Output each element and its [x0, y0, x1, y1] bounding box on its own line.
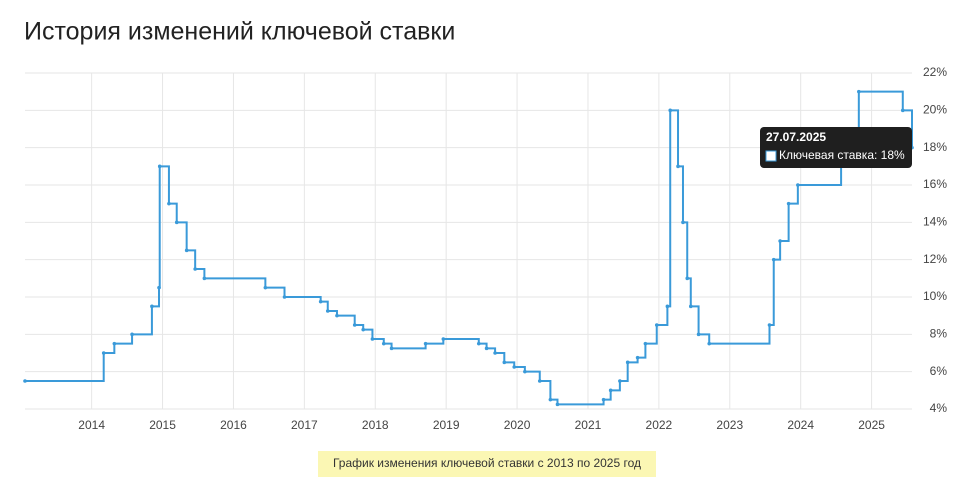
point — [643, 341, 648, 346]
point — [476, 341, 481, 346]
y-tick-label: 20% — [923, 103, 947, 117]
point — [685, 276, 690, 281]
y-tick-label: 6% — [930, 364, 948, 378]
point — [352, 323, 357, 327]
point — [618, 379, 622, 383]
tooltip-box — [760, 127, 912, 168]
tooltip-date: 27.07.2025 — [766, 130, 826, 144]
point — [512, 365, 517, 369]
point — [681, 220, 685, 225]
point — [696, 332, 701, 337]
point — [555, 402, 560, 407]
x-tick-label: 2017 — [291, 418, 318, 432]
point — [778, 239, 782, 243]
point — [523, 369, 527, 374]
point — [193, 267, 197, 271]
point — [493, 351, 497, 355]
point — [101, 351, 106, 355]
point — [857, 89, 861, 94]
point — [370, 337, 375, 341]
x-tick-label: 2021 — [575, 418, 602, 432]
tooltip-label: Ключевая ставка: 18% — [779, 148, 905, 162]
x-tick-label: 2025 — [858, 418, 885, 432]
x-tick-label: 2022 — [646, 418, 673, 432]
chart-title: История изменений ключевой ставки — [24, 18, 455, 46]
point — [484, 346, 489, 351]
point — [668, 108, 673, 113]
point — [157, 164, 162, 169]
y-tick-label: 18% — [923, 140, 947, 154]
point — [548, 397, 553, 402]
point — [608, 388, 613, 393]
x-tick-label: 2016 — [220, 418, 247, 432]
point — [335, 313, 339, 318]
point — [130, 332, 134, 337]
point — [665, 304, 670, 309]
point — [688, 304, 693, 309]
point — [325, 309, 330, 313]
point — [767, 323, 772, 327]
y-tick-label: 10% — [923, 289, 947, 303]
point — [771, 257, 776, 262]
point — [601, 397, 606, 402]
point — [625, 360, 630, 365]
point — [202, 276, 207, 281]
x-tick-label: 2024 — [787, 418, 814, 432]
point — [361, 327, 366, 332]
point — [707, 341, 712, 346]
point — [676, 164, 680, 169]
point — [502, 360, 507, 365]
point — [654, 323, 659, 327]
point — [635, 355, 640, 360]
y-tick-label: 8% — [930, 327, 948, 341]
caption-bg — [318, 451, 656, 477]
x-tick-label: 2015 — [149, 418, 176, 432]
y-tick-label: 14% — [923, 215, 947, 229]
point — [150, 304, 154, 309]
point — [423, 341, 428, 346]
point — [167, 201, 171, 206]
x-tick-label: 2014 — [78, 418, 105, 432]
caption: График изменения ключевой ставки с 2013 … — [333, 456, 641, 470]
point — [786, 201, 791, 206]
tooltip: 27.07.2025 Ключевая ставка: 18% — [760, 127, 912, 168]
y-tick-label: 16% — [923, 177, 947, 191]
y-tick-label: 22% — [923, 65, 947, 79]
point — [112, 341, 117, 346]
point — [389, 346, 394, 351]
x-tick-label: 2018 — [362, 418, 389, 432]
point — [537, 379, 542, 383]
point — [174, 220, 179, 225]
y-tick-label: 4% — [930, 401, 948, 415]
point — [318, 299, 323, 304]
x-tick-label: 2023 — [716, 418, 743, 432]
point — [157, 285, 161, 290]
point — [796, 183, 800, 187]
y-tick-label: 12% — [923, 252, 947, 266]
x-tick-label: 2020 — [504, 418, 531, 432]
point — [263, 285, 268, 290]
point — [900, 108, 905, 113]
point — [23, 379, 27, 383]
tooltip-swatch — [765, 150, 777, 162]
point — [441, 337, 446, 341]
x-tick-label: 2019 — [433, 418, 460, 432]
point — [184, 248, 189, 253]
point — [381, 341, 386, 346]
point — [282, 295, 287, 299]
